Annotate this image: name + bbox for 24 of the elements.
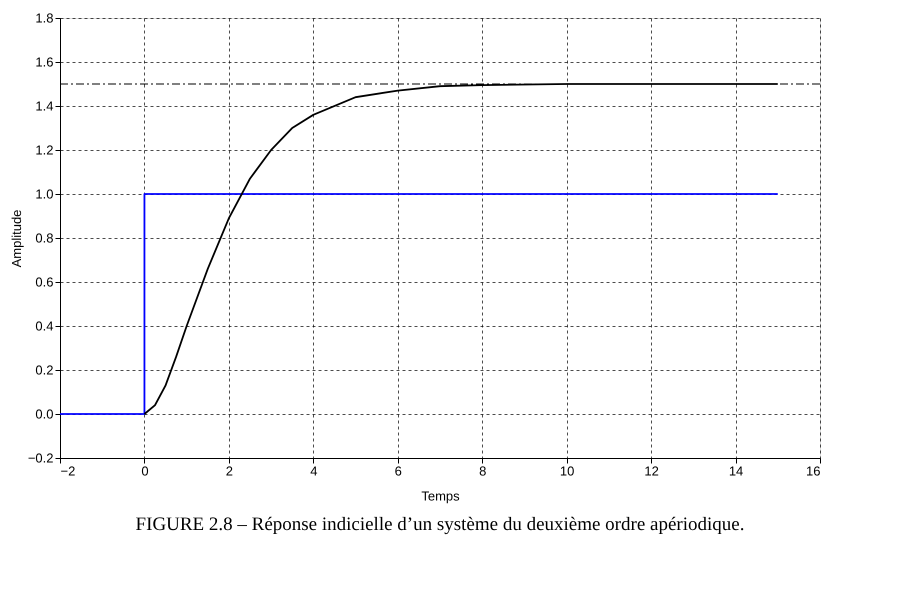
y-tick-label: 1.6 xyxy=(35,54,54,70)
caption: FIGURE 2.8 – Réponse indicielle d’un système du deuxième ordre apériodique. xyxy=(136,514,744,535)
x-tick-label: 14 xyxy=(728,464,744,478)
x-tick-label: 16 xyxy=(806,464,820,478)
x-tick-label: 8 xyxy=(479,464,486,478)
x-tick-label: 0 xyxy=(141,464,149,478)
y-axis-title: Amplitude xyxy=(8,210,24,268)
y-tick-label: 0.6 xyxy=(35,274,54,290)
x-tick-label: 10 xyxy=(560,464,574,478)
y-tick-label: 1.0 xyxy=(35,186,54,202)
y-tick-label: 0.2 xyxy=(35,362,54,378)
x-tick-label: 12 xyxy=(644,464,659,478)
y-tick-label: 0.4 xyxy=(35,318,54,334)
y-tick-label: 1.2 xyxy=(35,142,54,158)
x-tick-label: −2 xyxy=(60,464,76,478)
y-tick-label: 1.4 xyxy=(35,98,54,114)
x-tick-label: 6 xyxy=(394,464,402,478)
y-tick-label: 0.8 xyxy=(35,230,54,246)
x-axis-title: Temps xyxy=(421,488,460,504)
y-tick-label: 0.0 xyxy=(35,406,54,422)
y-tick-label: −0.2 xyxy=(28,450,54,466)
x-tick-label: 2 xyxy=(226,464,234,478)
y-tick-label: 1.8 xyxy=(35,10,54,26)
x-tick-label: 4 xyxy=(310,464,318,478)
